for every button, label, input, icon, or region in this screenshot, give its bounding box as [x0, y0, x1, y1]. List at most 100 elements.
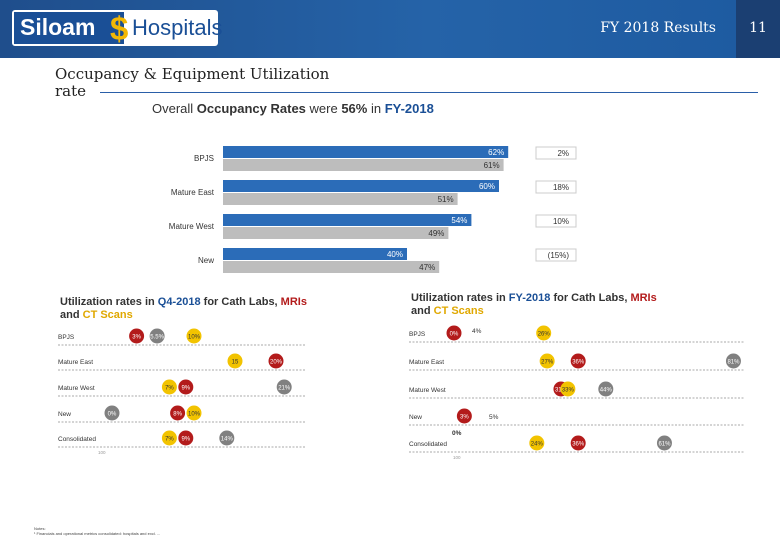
util-dot-cath [276, 379, 292, 395]
util-dot-mri [170, 405, 186, 421]
occ-bar-fy2018 [223, 248, 407, 260]
q4-title-c: and [60, 309, 83, 321]
util-row-label: Consolidated [409, 441, 447, 448]
page-number: 11 [736, 0, 780, 58]
notes-line1: ¹ Financials and operational metrics con… [34, 531, 161, 536]
occ-bar-label-fy2017: 49% [428, 229, 444, 238]
util-dot-cath [725, 353, 741, 369]
occ-title-5: in [367, 101, 385, 116]
footnotes: Notes: ¹ Financials and operational metr… [34, 526, 160, 536]
occ-bar-label-fy2017: 61% [484, 161, 500, 170]
util-dot-label: 7% [165, 386, 174, 392]
occ-title-1: Overall [152, 101, 197, 116]
util-dot-label: 9% [181, 386, 190, 392]
occ-bar-fy2018 [223, 180, 499, 192]
util-dot-cath [219, 430, 235, 446]
logo-dollar-icon: $ [110, 10, 129, 47]
util-dot-mri [178, 430, 194, 446]
util-row-label: Mature East [409, 359, 444, 366]
util-dot-mri [456, 408, 472, 424]
util-dot-ct [227, 353, 243, 369]
fy-title-a: Utilization rates in [411, 292, 509, 304]
util-dot-cath [656, 435, 672, 451]
report-title: FY 2018 Results [600, 20, 716, 36]
siloam-logo[interactable]: Siloam $ Hospitals [12, 10, 222, 47]
util-fy-extra-label: 5% [489, 414, 499, 421]
util-dot-label: 21% [278, 386, 291, 392]
util-fy-extra-label: 4% [472, 328, 482, 335]
util-fy-title: Utilization rates in FY-2018 for Cath La… [411, 292, 701, 318]
util-dot-mri [268, 353, 284, 369]
util-dot-label: 0% [108, 412, 117, 418]
util-dot-label: 5.5% [150, 335, 164, 341]
occ-growth-label: 10% [553, 217, 569, 226]
util-row-label: New [409, 414, 422, 421]
occ-bar-fy2018 [223, 146, 509, 158]
util-dot-label: 7% [165, 437, 174, 443]
util-dot-ct [161, 430, 177, 446]
occ-category-label: Mature East [171, 188, 215, 197]
occ-category-label: Mature West [169, 222, 215, 231]
occ-growth-label: 18% [553, 183, 569, 192]
util-dot-label: 81% [727, 360, 740, 366]
header-bar: Siloam $ Hospitals FY 2018 Results 11 [0, 0, 780, 58]
util-dot-label: 10% [188, 412, 201, 418]
occ-bar-label-fy2017: 51% [438, 195, 454, 204]
logo-text-right: Hospitals [132, 15, 223, 40]
util-fy-extra-label: 0% [452, 430, 462, 437]
util-dot-mri [570, 353, 586, 369]
util-dot-label: 14% [221, 437, 234, 443]
util-consolidated-sub: 100 [98, 450, 106, 455]
occ-bar-fy2017 [223, 193, 458, 205]
occ-bar-label-fy2018: 54% [451, 216, 467, 225]
util-dot-cath [598, 381, 614, 397]
fy-title-c: and [411, 305, 434, 317]
util-dot-label: 3% [460, 415, 469, 421]
util-dot-mri [570, 435, 586, 451]
occ-title-3: were [305, 101, 342, 116]
occupancy-chart-title: Overall Occupancy Rates were 56% in FY-2… [152, 101, 434, 116]
occ-bar-label-fy2018: 40% [387, 250, 403, 259]
util-dot-mri [129, 328, 145, 344]
util-dot-ct [560, 381, 576, 397]
occ-bar-label-fy2017: 47% [419, 263, 435, 272]
q4-title-mri: MRIs [280, 296, 307, 308]
occ-growth-box [535, 248, 577, 262]
util-dot-label: 3% [132, 335, 141, 341]
util-row-label: Mature East [58, 359, 93, 366]
title-underline [100, 92, 758, 93]
util-row-label: New [58, 411, 71, 418]
util-dot-mri [446, 325, 462, 341]
util-consolidated-sub: 100 [453, 455, 461, 460]
occ-growth-box [535, 180, 577, 194]
occ-category-label: BPJS [194, 154, 214, 163]
occ-category-label: New [198, 256, 214, 265]
occ-bar-label-fy2018: 62% [488, 148, 504, 157]
util-dot-ct [186, 405, 202, 421]
occ-bar-fy2017 [223, 227, 449, 239]
q4-title-ct: CT Scans [82, 309, 133, 321]
fy-title-ct: CT Scans [433, 305, 484, 317]
occ-bar-fy2018 [223, 214, 472, 226]
util-dot-ct [539, 353, 555, 369]
util-row-label: BPJS [58, 334, 75, 341]
occ-bar-fy2017 [223, 261, 440, 273]
q4-title-period: Q4-2018 [157, 296, 201, 308]
occ-title-6: FY-2018 [384, 101, 434, 116]
logo-text-left: Siloam [20, 14, 96, 40]
occ-title-4: 56% [341, 101, 368, 116]
occ-growth-label: 2% [557, 149, 569, 158]
util-row-label: Consolidated [58, 436, 96, 443]
util-dot-mri [178, 379, 194, 395]
q4-title-a: Utilization rates in [60, 296, 158, 308]
util-row-label: BPJS [409, 331, 426, 338]
q4-title-b: for Cath Labs, [200, 296, 281, 308]
util-dot-label: 61% [658, 442, 671, 448]
util-dot-label: 10% [188, 335, 201, 341]
util-dot-ct [186, 328, 202, 344]
util-dot-label: 24% [531, 442, 544, 448]
util-dot-label: 9% [181, 437, 190, 443]
util-dot-label: 26% [538, 332, 551, 338]
